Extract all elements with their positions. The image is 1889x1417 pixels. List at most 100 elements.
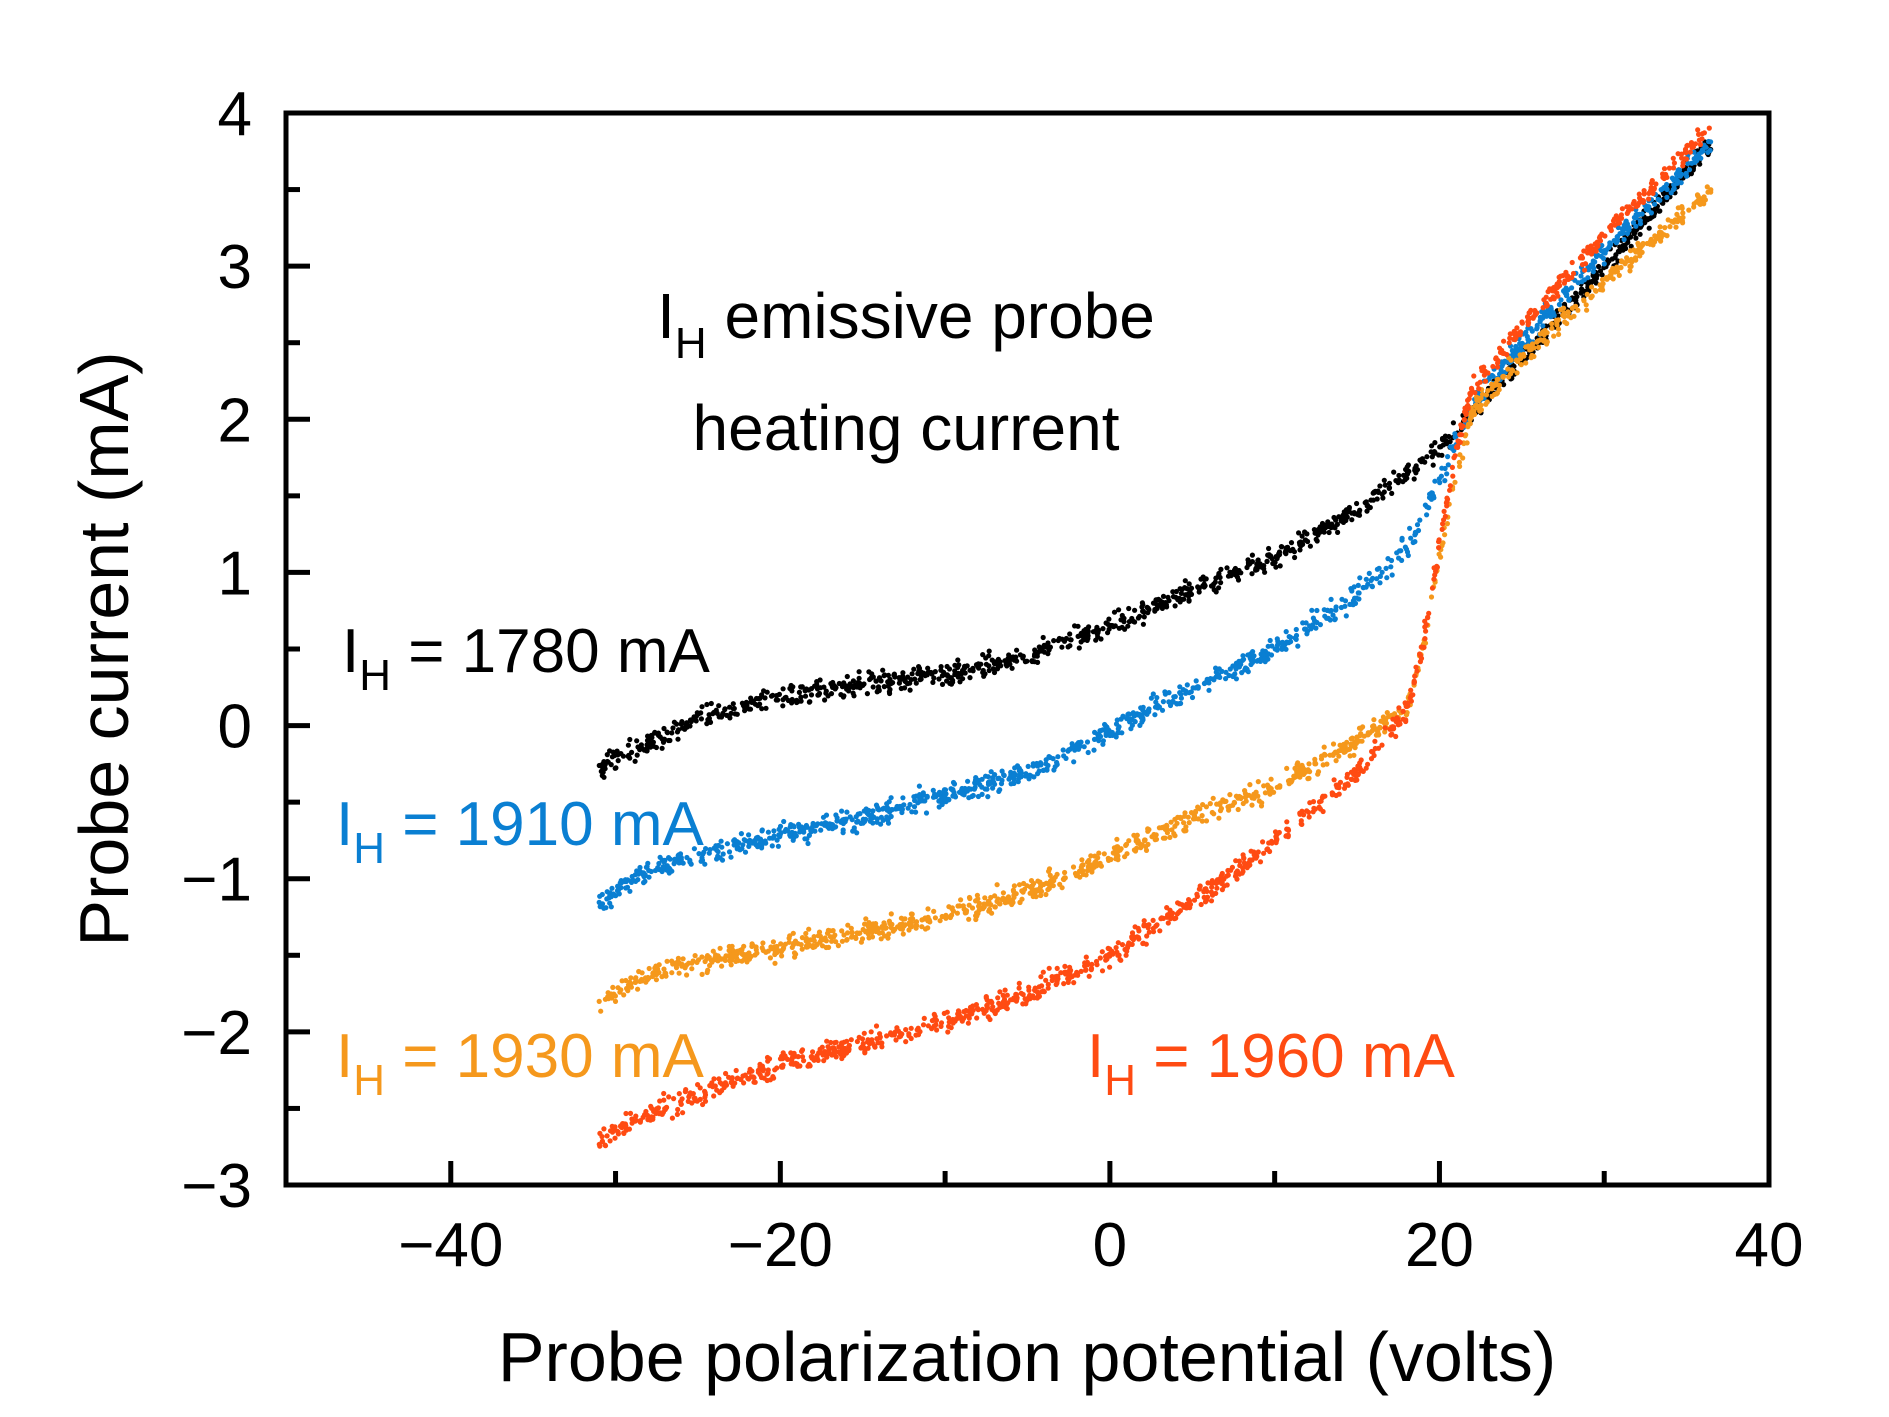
data-point <box>1123 841 1130 847</box>
data-point <box>655 1105 662 1111</box>
data-point <box>1105 621 1111 628</box>
data-point <box>938 664 944 670</box>
data-point <box>819 936 825 943</box>
data-point <box>1384 710 1390 716</box>
data-point <box>1400 479 1406 485</box>
data-point <box>1052 874 1058 880</box>
data-point <box>1315 532 1321 538</box>
data-point <box>1496 387 1502 393</box>
data-point <box>1501 338 1507 344</box>
data-point <box>1162 691 1168 697</box>
data-point <box>990 1004 996 1010</box>
data-point <box>930 787 936 794</box>
data-point <box>1046 965 1052 971</box>
data-point <box>1299 808 1305 814</box>
data-point <box>1216 585 1222 591</box>
data-point <box>1027 992 1033 998</box>
data-point <box>720 851 726 857</box>
data-point <box>893 1037 899 1043</box>
data-point <box>1227 792 1233 798</box>
data-point <box>985 794 991 800</box>
data-point <box>913 680 919 686</box>
data-point <box>632 979 639 986</box>
data-point <box>1261 850 1267 856</box>
data-point <box>661 1097 667 1103</box>
data-point <box>844 1048 850 1054</box>
data-point <box>604 889 610 895</box>
data-point <box>711 1076 717 1082</box>
data-point <box>1541 338 1547 344</box>
data-point <box>1621 236 1627 243</box>
data-point <box>661 1090 667 1097</box>
data-point <box>1673 175 1679 182</box>
data-point <box>1351 752 1357 758</box>
data-point <box>1296 530 1302 536</box>
data-point <box>901 802 907 808</box>
data-point <box>1668 190 1674 196</box>
data-point <box>1197 806 1203 812</box>
data-point <box>1207 801 1213 807</box>
data-point <box>719 844 725 850</box>
data-point <box>1442 513 1448 519</box>
data-point <box>1150 691 1156 697</box>
data-point <box>704 953 711 959</box>
data-point <box>780 686 786 692</box>
data-point <box>1111 845 1117 851</box>
data-point <box>844 809 850 815</box>
data-point <box>822 697 828 703</box>
data-point <box>1316 526 1322 532</box>
data-point <box>1116 724 1122 730</box>
data-point <box>958 897 964 903</box>
data-point <box>669 970 675 976</box>
data-point <box>1673 224 1679 230</box>
data-point <box>749 943 755 950</box>
data-point <box>1391 469 1397 475</box>
data-point <box>1413 530 1419 537</box>
data-point <box>610 891 617 897</box>
data-point <box>1091 736 1098 743</box>
data-point <box>1497 345 1503 351</box>
data-point <box>850 684 856 690</box>
data-point <box>1175 900 1181 906</box>
data-point <box>705 967 711 973</box>
data-point <box>831 683 837 689</box>
data-point <box>862 921 868 927</box>
data-point <box>937 918 943 924</box>
data-point <box>641 880 647 886</box>
data-point <box>627 736 633 743</box>
data-point <box>1226 672 1232 679</box>
data-point <box>1544 330 1550 336</box>
data-point <box>771 833 777 839</box>
data-point <box>1164 914 1170 920</box>
data-point <box>1085 633 1091 639</box>
data-point <box>1100 626 1106 632</box>
data-point <box>659 974 665 980</box>
data-point <box>1106 616 1112 622</box>
data-point <box>1685 160 1691 167</box>
data-point <box>1141 614 1147 620</box>
data-point <box>994 882 1000 888</box>
data-point <box>1598 253 1604 259</box>
data-point <box>1389 490 1395 496</box>
data-point <box>604 896 610 902</box>
data-point <box>664 730 671 736</box>
data-point <box>752 952 758 958</box>
data-point <box>1461 417 1468 423</box>
data-point <box>1186 581 1192 587</box>
data-point <box>1648 188 1654 194</box>
data-point <box>994 898 1000 905</box>
data-point <box>1113 856 1119 862</box>
data-point <box>643 979 649 985</box>
data-point <box>836 680 842 687</box>
data-point <box>1219 870 1225 877</box>
data-point <box>1319 520 1326 527</box>
data-point <box>1342 598 1349 604</box>
data-point <box>1588 243 1594 249</box>
data-point <box>774 837 780 843</box>
data-point <box>1556 331 1562 337</box>
data-point <box>780 1050 786 1056</box>
data-point <box>1299 533 1305 539</box>
data-point <box>1635 202 1641 208</box>
data-point <box>1150 917 1156 924</box>
data-point <box>1209 878 1215 884</box>
